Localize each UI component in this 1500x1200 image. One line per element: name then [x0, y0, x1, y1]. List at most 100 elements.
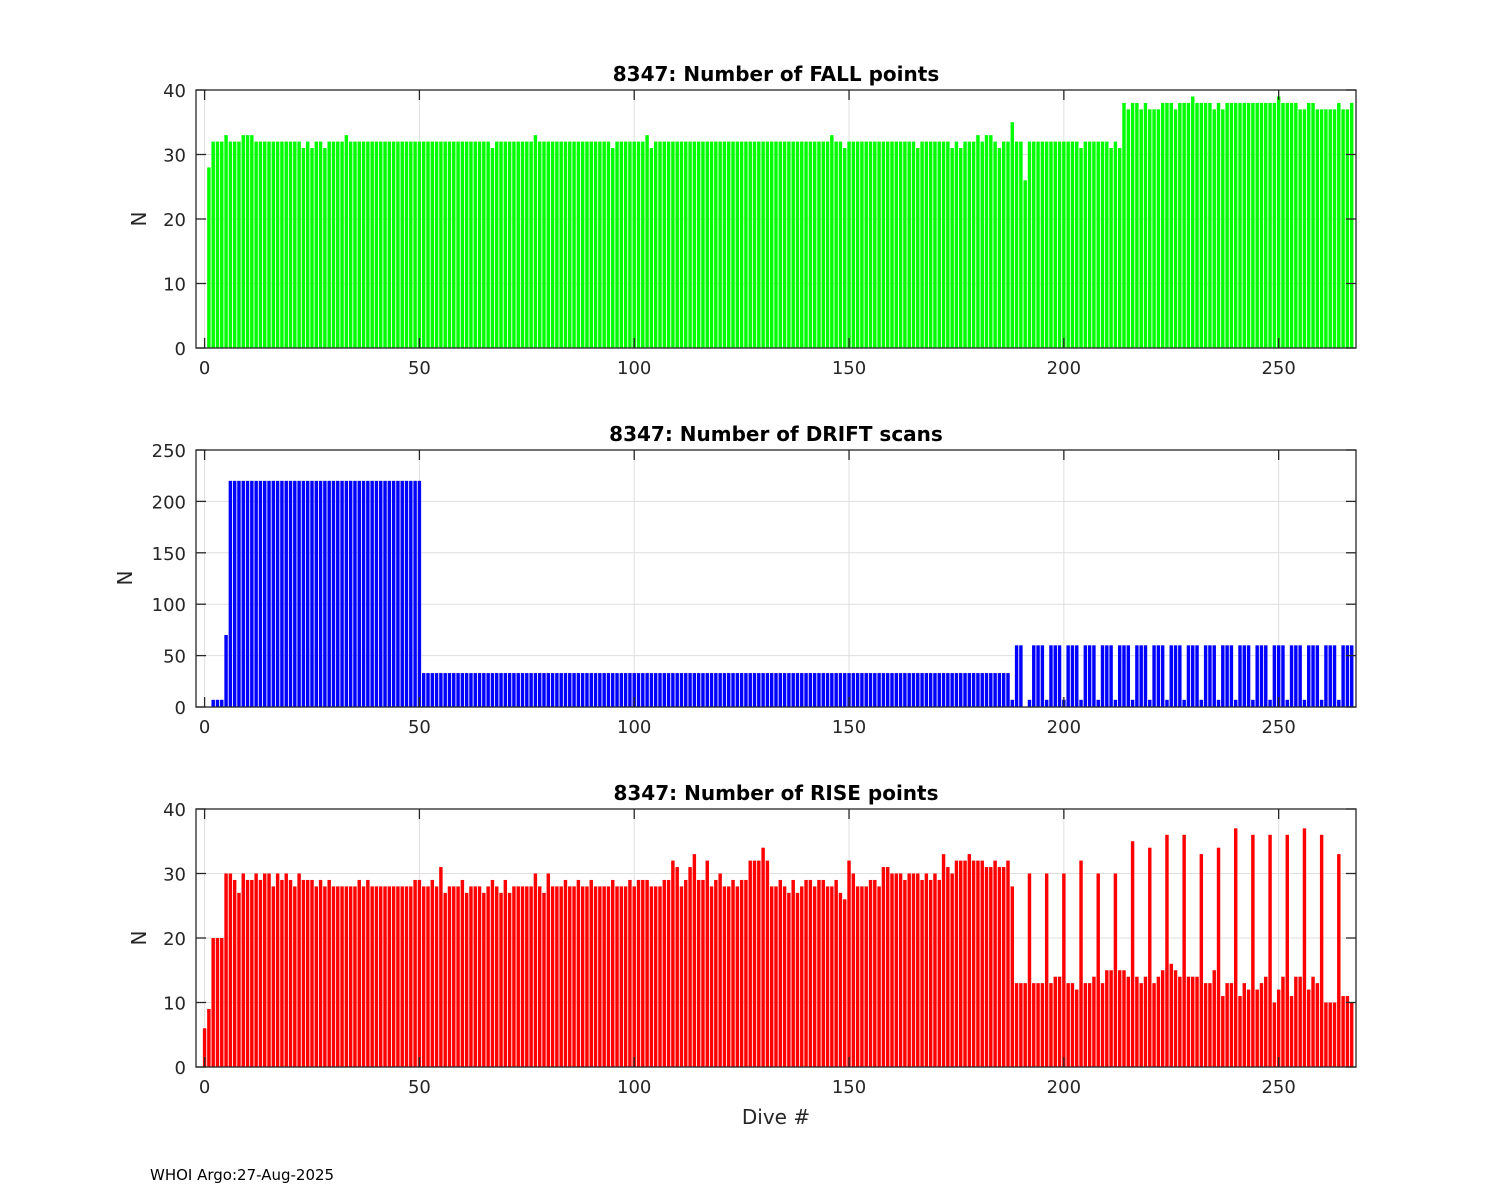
- bar-dive-237: [1221, 645, 1225, 707]
- bar-dive-67: [490, 148, 495, 348]
- bar-dive-254: [1294, 645, 1298, 707]
- bar-dive-76: [529, 673, 533, 707]
- bar-dive-205: [1083, 141, 1088, 348]
- bar-dive-148: [838, 141, 843, 348]
- bar-dive-199: [1057, 141, 1062, 348]
- bar-dive-83: [559, 886, 563, 1067]
- bar-dive-81: [550, 886, 555, 1067]
- bar-dive-96: [615, 673, 619, 707]
- bar-dive-62: [469, 886, 473, 1067]
- bar-dive-75: [525, 886, 529, 1067]
- bar-dive-252: [1285, 834, 1289, 1067]
- bar-dive-267: [1349, 645, 1354, 707]
- bar-dive-244: [1251, 699, 1255, 707]
- bar-dive-29: [327, 879, 331, 1067]
- x-tick-label: 100: [617, 717, 651, 738]
- bar-dive-128: [752, 860, 757, 1067]
- bar-dive-199: [1057, 976, 1062, 1067]
- bar-dive-221: [1152, 109, 1156, 348]
- bar-dive-211: [1109, 645, 1113, 707]
- bar-dive-238: [1225, 645, 1229, 707]
- bar-dive-177: [963, 860, 967, 1067]
- bar-dive-8: [237, 480, 241, 707]
- bar-dive-61: [464, 892, 469, 1067]
- bar-dive-44: [391, 141, 396, 348]
- bar-dive-4: [220, 699, 224, 707]
- bar-dive-94: [606, 673, 611, 707]
- bar-dive-137: [791, 673, 795, 707]
- bar-dive-60: [460, 879, 465, 1067]
- bar-dive-27: [318, 480, 323, 707]
- bar-dive-137: [791, 879, 795, 1067]
- bar-dive-186: [1001, 673, 1006, 707]
- bar-dive-111: [679, 673, 684, 707]
- bar-dive-243: [1246, 645, 1251, 707]
- bar-dive-232: [1199, 854, 1204, 1067]
- bar-dive-131: [765, 673, 770, 707]
- bar-dive-235: [1212, 645, 1216, 707]
- bar-dive-133: [774, 673, 778, 707]
- bar-dive-12: [254, 480, 258, 707]
- bar-dive-171: [937, 141, 941, 348]
- bar-dive-201: [1066, 645, 1070, 707]
- bar-dive-116: [701, 879, 705, 1067]
- bar-dive-10: [245, 135, 250, 348]
- bar-dive-134: [778, 141, 783, 348]
- bar-dive-122: [727, 886, 731, 1067]
- bar-dive-187: [1006, 860, 1010, 1067]
- bars: [207, 96, 1354, 349]
- bar-dive-120: [718, 873, 722, 1067]
- bar-dive-176: [959, 673, 963, 707]
- bar-dive-187: [1006, 673, 1010, 707]
- bar-dive-121: [722, 673, 727, 707]
- bar-dive-256: [1302, 699, 1307, 707]
- bar-dive-266: [1345, 996, 1350, 1067]
- bar-dive-217: [1135, 976, 1139, 1067]
- bar-dive-178: [967, 673, 972, 707]
- bar-dive-206: [1087, 983, 1092, 1067]
- bar-dive-225: [1169, 102, 1173, 349]
- bar-dive-19: [284, 480, 288, 707]
- bar-dive-137: [791, 141, 795, 348]
- bar-dive-158: [881, 141, 886, 348]
- bar-dive-215: [1126, 109, 1131, 348]
- bar-dive-37: [361, 886, 366, 1067]
- bar-dive-223: [1160, 970, 1165, 1067]
- bar-dive-99: [628, 673, 632, 707]
- bar-dive-231: [1195, 645, 1199, 707]
- bar-dive-267: [1349, 102, 1354, 349]
- bar-dive-204: [1079, 699, 1083, 707]
- bar-dive-213: [1117, 148, 1122, 348]
- bar-dive-150: [847, 673, 851, 707]
- bar-dive-64: [477, 886, 482, 1067]
- bar-dive-178: [967, 854, 972, 1067]
- bar-dive-166: [916, 873, 920, 1067]
- bar-dive-202: [1070, 141, 1075, 348]
- bar-dive-246: [1259, 983, 1264, 1067]
- bar-dive-153: [860, 886, 864, 1067]
- bar-dive-239: [1229, 983, 1234, 1067]
- bar-dive-78: [537, 673, 542, 707]
- bar-dive-229: [1186, 976, 1191, 1067]
- bar-dive-258: [1311, 645, 1315, 707]
- bar-dive-6: [228, 873, 233, 1067]
- bar-dive-183: [989, 673, 993, 707]
- bar-dive-133: [774, 141, 778, 348]
- bar-dive-260: [1319, 699, 1324, 707]
- bar-dive-80: [546, 141, 551, 348]
- bar-dive-175: [954, 141, 959, 348]
- bar-dive-164: [907, 673, 911, 707]
- y-tick-label: 20: [163, 210, 186, 231]
- bar-dive-66: [486, 886, 490, 1067]
- bar-dive-121: [722, 141, 727, 348]
- bar-dive-168: [924, 673, 929, 707]
- bar-dive-47: [404, 886, 409, 1067]
- y-tick-label: 0: [175, 1058, 186, 1079]
- bar-dive-236: [1216, 102, 1221, 349]
- bar-dive-53: [430, 141, 435, 348]
- bar-dive-90: [589, 141, 593, 348]
- bar-dive-68: [495, 673, 499, 707]
- bar-dive-91: [593, 886, 598, 1067]
- bar-dive-79: [542, 892, 546, 1067]
- bar-dive-238: [1225, 102, 1229, 349]
